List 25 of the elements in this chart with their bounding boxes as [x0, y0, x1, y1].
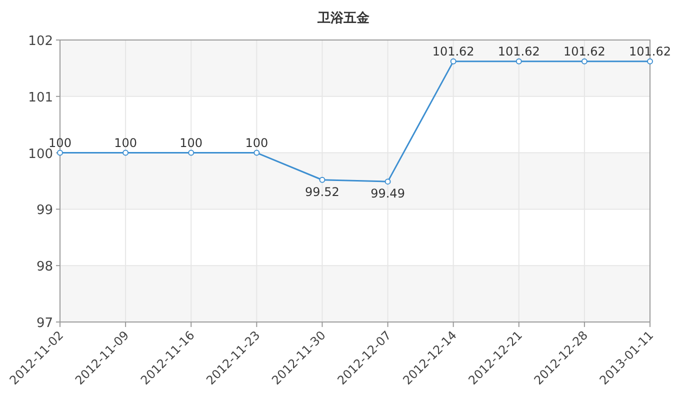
point: [516, 58, 522, 64]
data-label: 101.62: [629, 44, 671, 58]
data-label: 100: [180, 136, 203, 150]
y-tick-label: 97: [36, 316, 53, 331]
data-label: 101.62: [432, 44, 474, 58]
point: [254, 150, 260, 156]
y-tick-label: 98: [36, 260, 53, 275]
point: [319, 176, 326, 183]
y-tick-label: 99: [36, 203, 53, 218]
point: [188, 150, 194, 156]
data-label: 100: [245, 136, 268, 150]
y-tick-label: 102: [28, 34, 53, 49]
data-label: 99.49: [370, 186, 405, 201]
data-label: 101.62: [498, 44, 540, 58]
point: [384, 178, 391, 185]
data-label: 100: [114, 136, 138, 150]
point: [581, 58, 588, 64]
data-label: 99.52: [305, 184, 340, 199]
point: [450, 58, 456, 64]
chart-title: 卫浴五金: [316, 11, 370, 26]
point: [647, 58, 653, 64]
y-tick-label: 101: [28, 90, 53, 106]
point: [57, 150, 63, 156]
point: [122, 150, 129, 156]
data-label: 101.62: [563, 44, 606, 58]
